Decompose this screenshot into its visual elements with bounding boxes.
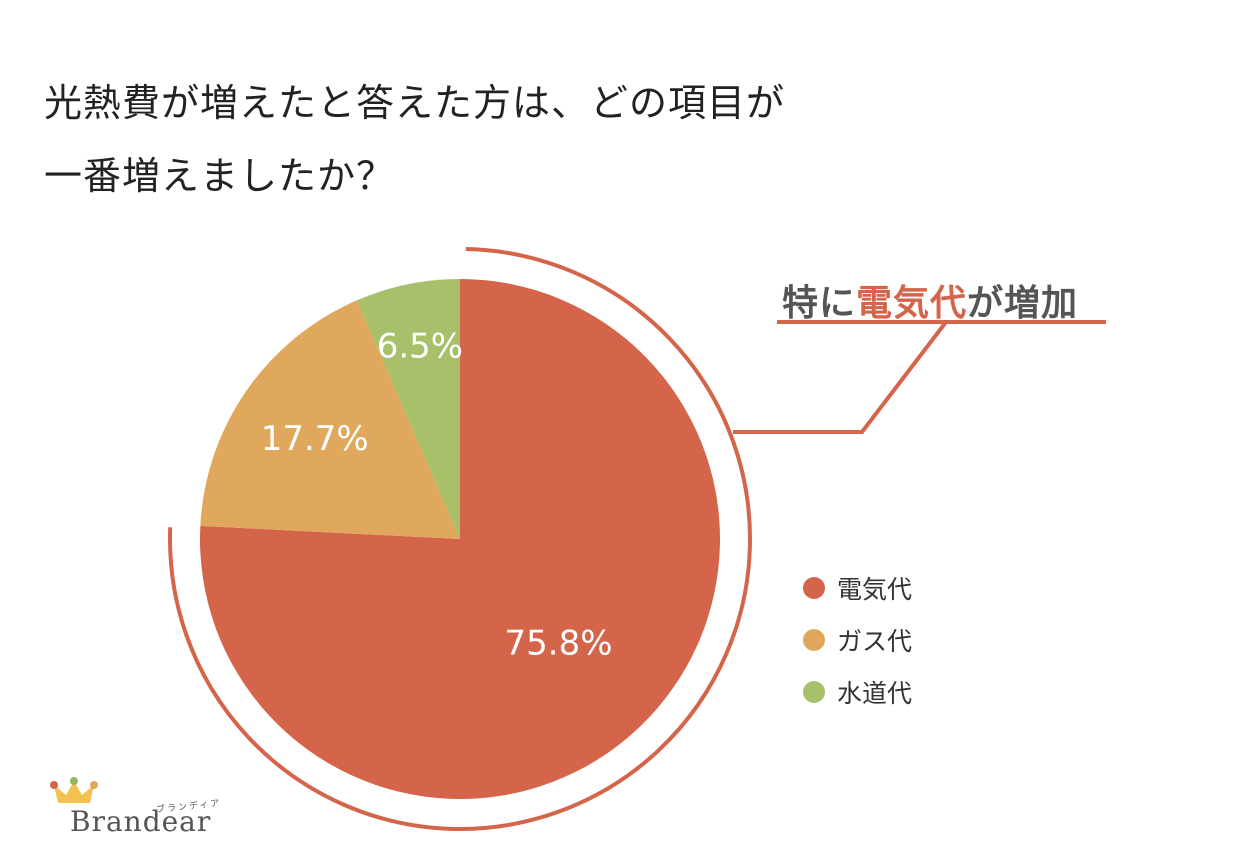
- chart-title-line-2: 一番増えましたか？: [44, 154, 396, 198]
- callout-prefix: 特に: [782, 283, 857, 324]
- slice-water: [356, 279, 460, 539]
- callout-text: 特に電気代が増加: [782, 274, 1078, 326]
- chart-title-line-1: 光熱費が増えたと答えた方は、どの項目が: [44, 81, 786, 125]
- callout-highlight: 電気代: [856, 283, 968, 324]
- legend-label-electricity: 電気代: [837, 575, 913, 604]
- legend-label-water: 水道代: [837, 679, 913, 708]
- data-label-gas: 17.7%: [261, 419, 369, 459]
- callout-suffix: が増加: [967, 283, 1079, 324]
- data-label-water: 6.5%: [377, 327, 463, 367]
- slice-electricity: [199, 279, 720, 799]
- legend-item-gas: ガス代: [803, 614, 912, 666]
- legend-dot-electricity: [803, 577, 825, 599]
- logo-text: Brandear: [70, 805, 212, 838]
- legend: 電気代 ガス代 水道代: [803, 562, 912, 718]
- legend-item-electricity: 電気代: [803, 562, 912, 614]
- slice-gas: [200, 300, 461, 539]
- legend-dot-water: [803, 681, 825, 703]
- highlight-arc: [168, 247, 752, 831]
- legend-item-water: 水道代: [803, 666, 912, 718]
- legend-label-gas: ガス代: [837, 627, 913, 656]
- crown-icon: [50, 777, 98, 803]
- data-label-electricity: 75.8%: [505, 624, 613, 664]
- brandear-logo: ブランディア Brandear: [48, 775, 248, 845]
- legend-dot-gas: [803, 629, 825, 651]
- callout-connector: [733, 320, 1106, 434]
